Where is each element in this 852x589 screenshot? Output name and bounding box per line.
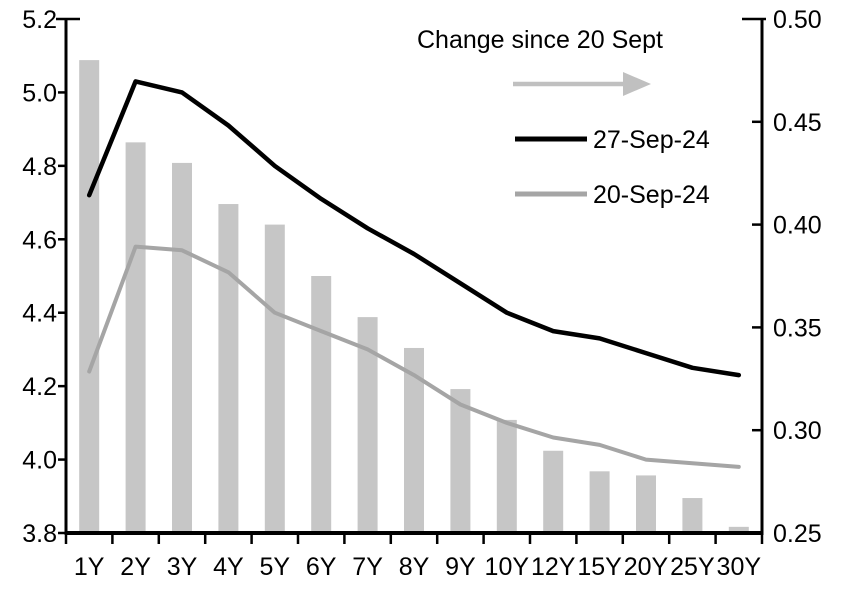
bar-9Y bbox=[450, 389, 471, 533]
bar-30Y bbox=[728, 526, 749, 533]
right-axis-label: 0.45 bbox=[773, 109, 822, 137]
bar-20Y bbox=[636, 475, 656, 533]
bar-8Y bbox=[404, 347, 424, 533]
x-axis-label: 20Y bbox=[624, 553, 669, 581]
legend-label-27-sep: 27-Sep-24 bbox=[593, 126, 710, 154]
x-axis-label: 6Y bbox=[306, 553, 337, 581]
right-axis-label: 0.25 bbox=[773, 520, 822, 548]
left-axis-label: 4.0 bbox=[22, 447, 57, 475]
x-axis-label: 30Y bbox=[717, 553, 762, 581]
right-axis-label: 0.35 bbox=[773, 314, 822, 342]
x-axis-label: 25Y bbox=[670, 553, 715, 581]
left-axis-label: 4.4 bbox=[22, 300, 57, 328]
x-axis-label: 5Y bbox=[260, 553, 291, 581]
bar-4Y bbox=[218, 204, 239, 534]
right-axis-label: 0.30 bbox=[773, 417, 822, 445]
x-axis-label: 7Y bbox=[352, 553, 383, 581]
left-axis-label: 5.0 bbox=[22, 79, 57, 107]
right-axis-label: 0.50 bbox=[773, 6, 822, 34]
bar-6Y bbox=[311, 276, 332, 533]
x-axis-label: 2Y bbox=[120, 553, 151, 581]
x-axis-label: 3Y bbox=[167, 553, 198, 581]
right-axis-label: 0.40 bbox=[773, 212, 822, 240]
left-axis-label: 4.6 bbox=[22, 226, 57, 254]
bar-2Y bbox=[125, 142, 146, 534]
x-axis-label: 12Y bbox=[531, 553, 576, 581]
left-axis-label: 4.8 bbox=[22, 153, 57, 181]
bar-25Y bbox=[682, 498, 703, 533]
line-27-sep-24 bbox=[86, 79, 742, 378]
legend-label-20-sep: 20-Sep-24 bbox=[593, 181, 710, 209]
line-20-sep-24 bbox=[87, 244, 741, 469]
x-axis-label: 8Y bbox=[399, 553, 430, 581]
bar-7Y bbox=[357, 317, 378, 533]
left-axis-label: 3.8 bbox=[22, 520, 57, 548]
right-arrow-head-icon bbox=[623, 72, 651, 96]
x-axis-label: 9Y bbox=[445, 553, 476, 581]
x-axis-label: 4Y bbox=[213, 553, 244, 581]
x-axis-label: 10Y bbox=[485, 553, 530, 581]
bar-10Y bbox=[496, 419, 517, 533]
bar-3Y bbox=[172, 162, 192, 534]
legend-title: Change since 20 Sept bbox=[416, 26, 663, 54]
x-axis-label: 1Y bbox=[74, 553, 105, 581]
left-axis-label: 5.2 bbox=[22, 6, 57, 34]
bar-5Y bbox=[264, 224, 285, 533]
left-axis-label: 4.2 bbox=[22, 373, 57, 401]
bar-1Y bbox=[79, 60, 100, 534]
x-axis-label: 15Y bbox=[577, 553, 622, 581]
bar-15Y bbox=[589, 471, 610, 533]
bar-12Y bbox=[543, 450, 564, 533]
